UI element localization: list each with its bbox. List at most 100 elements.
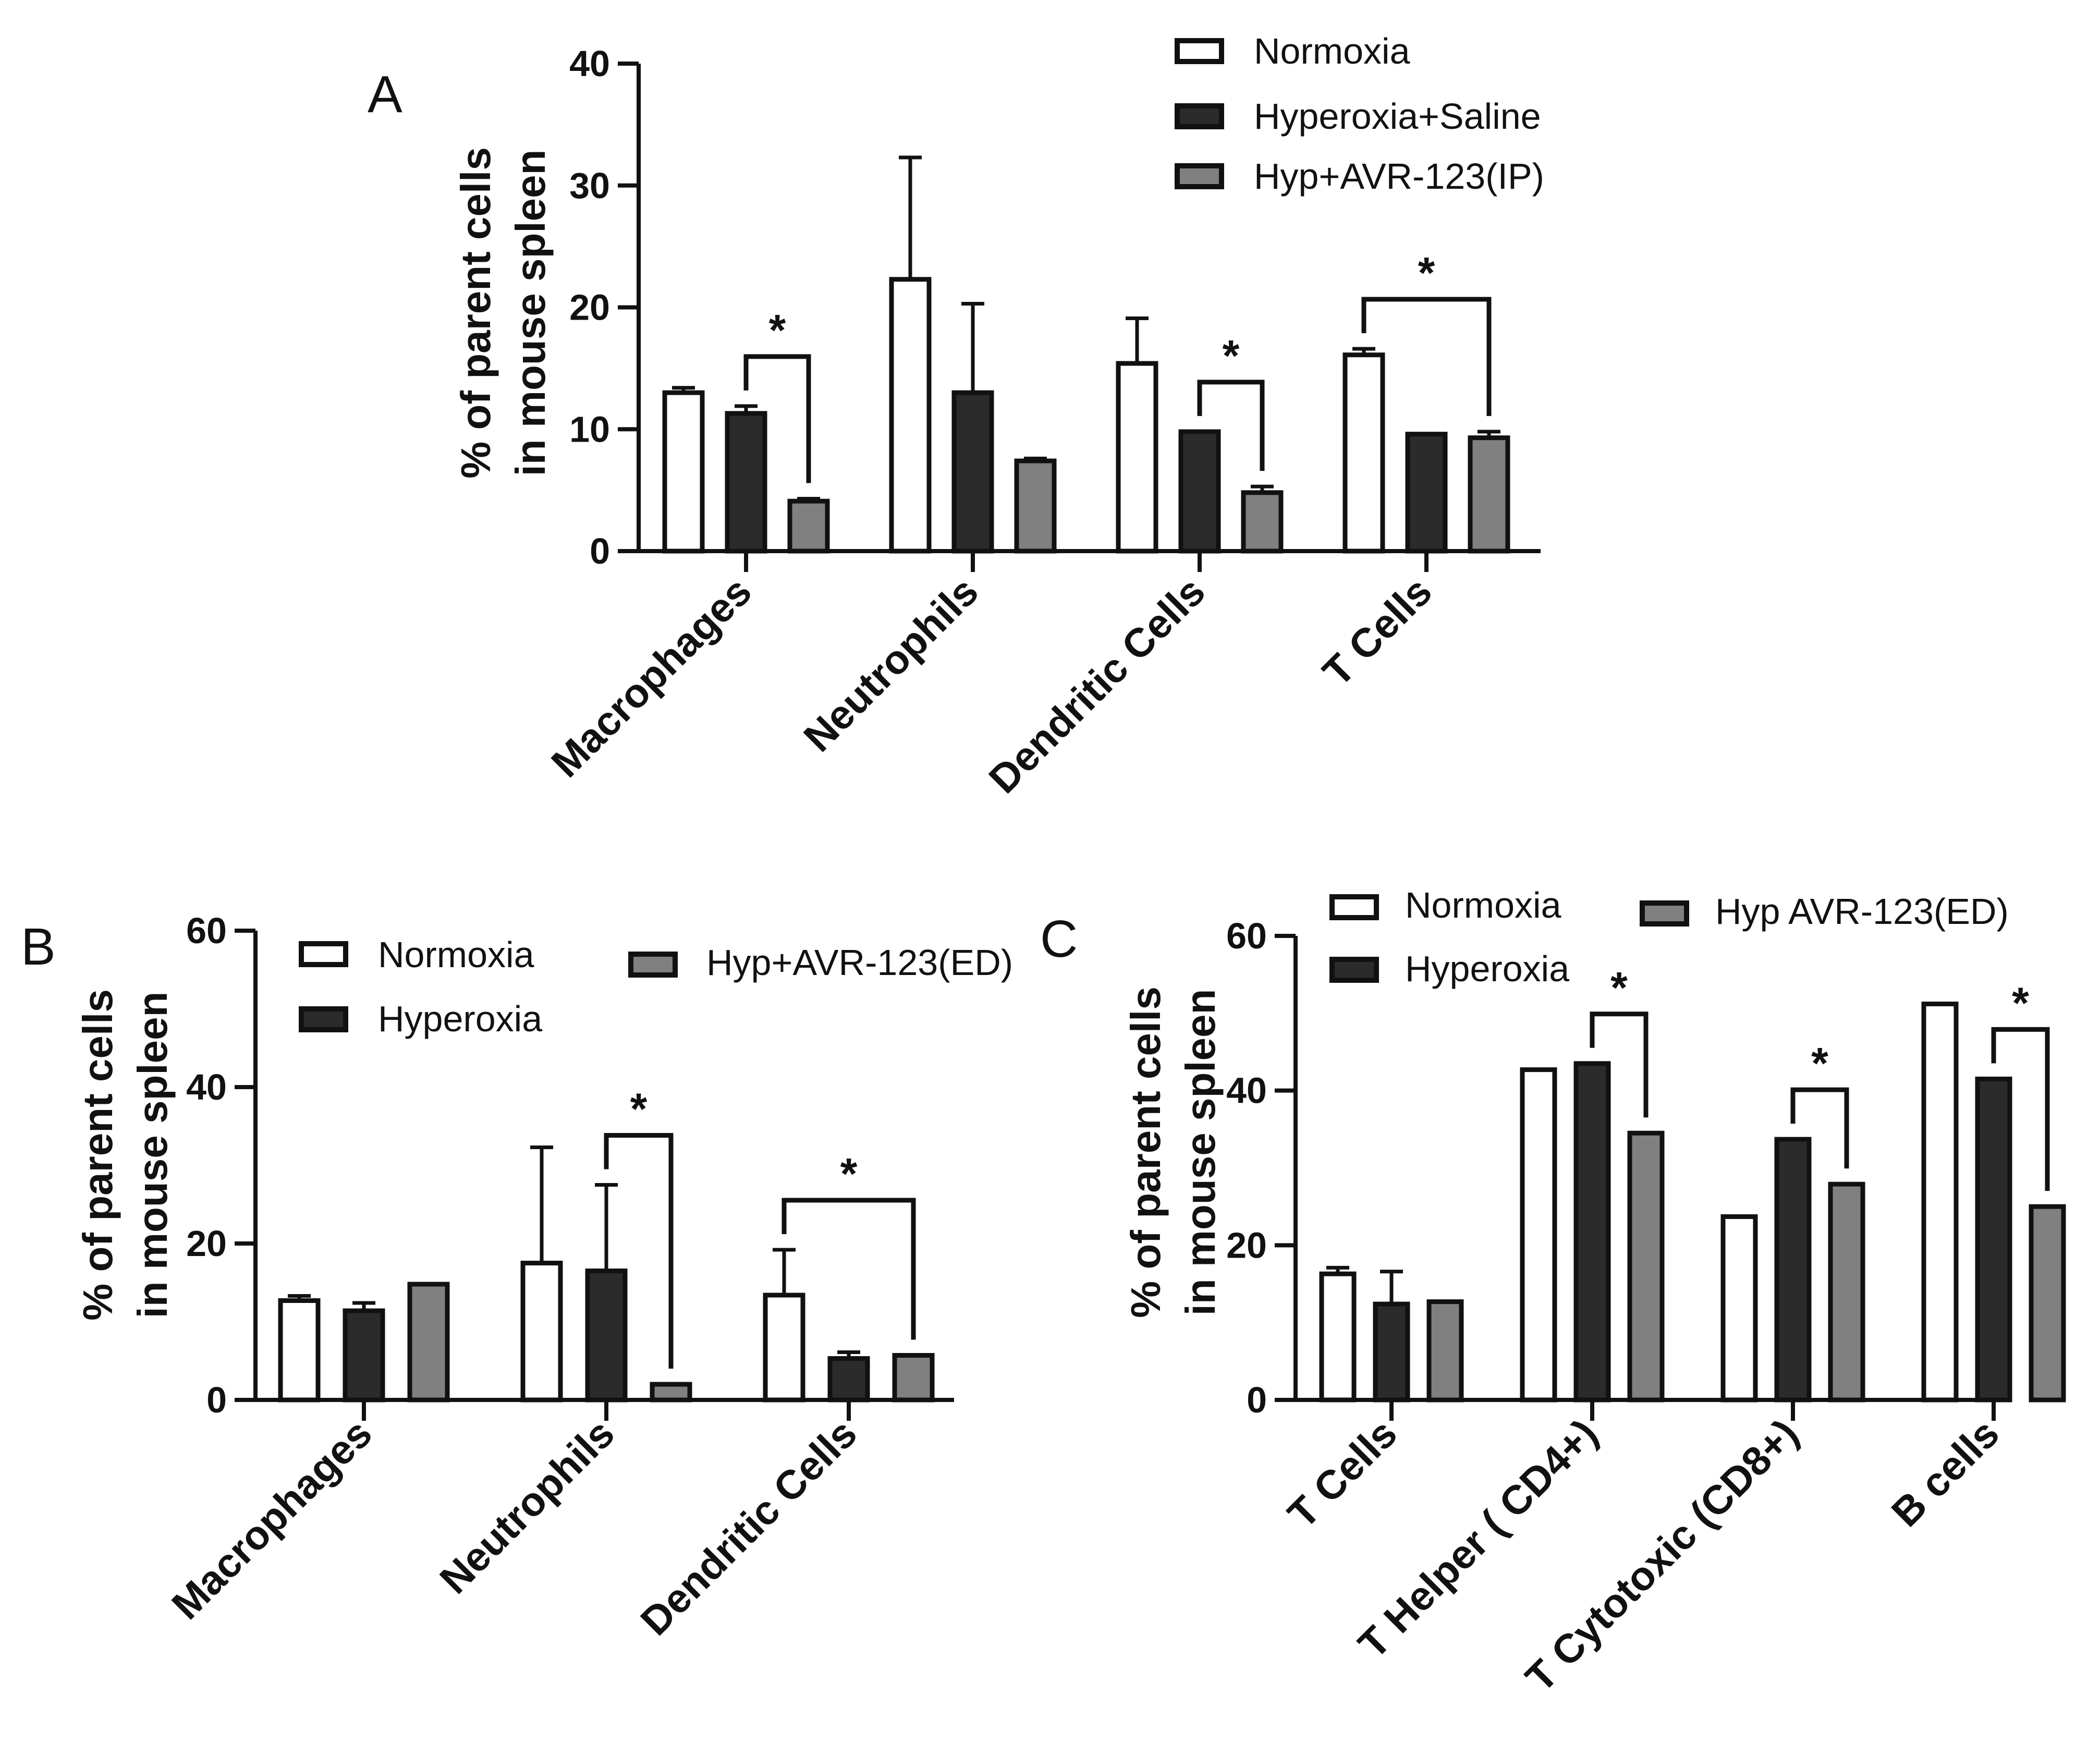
y-tick-label: 0 (1247, 1380, 1267, 1420)
y-tick-label: 0 (206, 1380, 227, 1420)
significance-star: * (1610, 963, 1628, 1012)
y-tick-label: 10 (569, 409, 610, 449)
bar-b-cells-series-0 (1921, 1002, 1959, 1403)
y-tick-label: 40 (1226, 1070, 1267, 1111)
significance-bracket (1197, 380, 1265, 471)
significance-star: * (1223, 331, 1240, 380)
legend-label-hyperoxia-saline: Hyperoxia+Saline (1254, 96, 1541, 137)
y-tick-label: 30 (569, 165, 610, 206)
significance-star: * (1811, 1039, 1828, 1088)
bar-dendritic-cells-series-0 (763, 1293, 805, 1403)
legend-label-hyp-avr123-ip: Hyp+AVR-123(IP) (1254, 156, 1544, 197)
bar-dendritic-cells-series-1 (827, 1356, 870, 1403)
bar-b-cells-series-2 (2029, 1204, 2066, 1403)
x-category-label: Dendritic Cells (980, 568, 1214, 802)
significance-star: * (840, 1149, 858, 1198)
panel-b-ylabel-line1: % of parent cells (75, 989, 121, 1321)
legend-label-hyp-avr123-ed: Hyp+AVR-123(ED) (706, 942, 1013, 983)
panel-b-plot: 0 20 40 60 Macrophages Neutrophils Dendritic C… (163, 910, 954, 1644)
x-category-label: T Cells (1314, 568, 1440, 695)
bar-neutrophils-series-1 (585, 1269, 628, 1403)
legend-swatch-normoxia (1175, 38, 1224, 64)
bar-t-cells-series-2 (1426, 1299, 1464, 1403)
bar-t-helper-cd4--series-0 (1520, 1067, 1557, 1403)
panel-label-b: B (21, 918, 56, 976)
y-tick-label: 60 (186, 910, 227, 951)
x-category-label: Neutrophils (431, 1410, 623, 1603)
bar-t-cytotoxic-cd8--series-0 (1720, 1214, 1758, 1403)
significance-bracket (1991, 1027, 2050, 1191)
bar-neutrophils-series-0 (889, 277, 932, 554)
panel-c-ylabel-line1: % of parent cells (1122, 986, 1169, 1318)
legend-label-hyperoxia: Hyperoxia (1405, 948, 1569, 989)
y-tick-label: 0 (590, 531, 610, 571)
significance-star: * (1418, 248, 1435, 297)
bar-macrophages-series-2 (787, 498, 830, 554)
y-tick-label: 20 (569, 287, 610, 328)
panel-b-ylabel-line2: in mouse spleen (129, 992, 176, 1319)
bar-dendritic-cells-series-2 (892, 1353, 935, 1403)
legend-label-normoxia: Normoxia (1254, 31, 1410, 71)
bar-neutrophils-series-1 (951, 390, 994, 554)
bar-t-cytotoxic-cd8--series-1 (1774, 1137, 1812, 1403)
significance-bracket (604, 1133, 674, 1369)
bar-t-cells-series-0 (1319, 1271, 1357, 1403)
y-tick-label: 40 (186, 1067, 227, 1107)
y-tick-label: 20 (1226, 1225, 1267, 1265)
legend-swatch-hyperoxia-saline (1175, 103, 1224, 129)
legend-label-hyp-avr123-ed: Hyp AVR-123(ED) (1715, 891, 2009, 932)
legend-swatch-hyperoxia (1329, 957, 1379, 983)
y-tick-label: 40 (569, 43, 610, 84)
y-tick-label: 60 (1226, 916, 1267, 956)
significance-star: * (769, 306, 786, 355)
bar-macrophages-series-0 (662, 390, 705, 554)
bar-t-cells-series-0 (1342, 352, 1385, 554)
bar-neutrophils-series-0 (520, 1261, 563, 1403)
bar-dendritic-cells-series-0 (1116, 361, 1158, 554)
significance-bracket (782, 1198, 916, 1340)
significance-star: * (2012, 978, 2029, 1027)
legend-swatch-hyp-avr123-ed (628, 952, 678, 978)
panel-c-legend: Normoxia Hyperoxia Hyp AVR-123(ED) (1329, 885, 2009, 989)
panel-b-legend: Normoxia Hyperoxia Hyp+AVR-123(ED) (299, 934, 1013, 1039)
legend-swatch-normoxia (299, 941, 348, 967)
legend-label-normoxia: Normoxia (378, 934, 534, 975)
x-category-label: Macrophages (542, 568, 760, 786)
x-category-label: T Cells (1279, 1410, 1406, 1537)
x-category-label: Neutrophils (795, 568, 987, 761)
legend-swatch-hyp-avr123-ed (1640, 900, 1689, 927)
legend-swatch-hyperoxia (299, 1006, 348, 1032)
bar-dendritic-cells-series-2 (1241, 490, 1284, 554)
y-tick-label: 20 (186, 1223, 227, 1264)
bar-neutrophils-series-2 (650, 1382, 692, 1403)
bar-neutrophils-series-2 (1014, 458, 1057, 554)
legend-label-normoxia: Normoxia (1405, 885, 1561, 925)
legend-swatch-hyp-avr123-ip (1175, 163, 1224, 189)
legend-label-hyperoxia: Hyperoxia (378, 998, 542, 1039)
x-category-label: B cells (1883, 1410, 2008, 1535)
panel-label-a: A (368, 65, 402, 124)
significance-bracket (1790, 1087, 1849, 1169)
bar-t-cells-series-1 (1373, 1301, 1410, 1403)
bar-t-cells-series-2 (1468, 435, 1510, 554)
bar-b-cells-series-1 (1975, 1076, 2012, 1403)
bar-t-helper-cd4--series-1 (1573, 1061, 1611, 1403)
bar-macrophages-series-0 (278, 1298, 321, 1403)
bar-macrophages-series-1 (725, 411, 767, 554)
significance-bracket (743, 354, 811, 483)
bar-t-cytotoxic-cd8--series-2 (1828, 1181, 1865, 1403)
bar-t-cells-series-1 (1405, 432, 1448, 554)
panel-a-legend: Normoxia Hyperoxia+Saline Hyp+AVR-123(IP… (1175, 31, 1544, 197)
significance-bracket (1361, 297, 1492, 416)
panel-label-c: C (1040, 910, 1078, 968)
panel-a-ylabel-line2: in mouse spleen (507, 150, 554, 477)
significance-bracket (1590, 1011, 1649, 1118)
bar-dendritic-cells-series-1 (1178, 429, 1221, 554)
legend-swatch-normoxia (1329, 894, 1379, 920)
panel-c-ylabel-line2: in mouse spleen (1177, 989, 1224, 1316)
significance-star: * (630, 1084, 648, 1133)
panel-a-ylabel-line1: % of parent cells (453, 147, 499, 479)
x-category-label: Dendritic Cells (632, 1410, 865, 1644)
